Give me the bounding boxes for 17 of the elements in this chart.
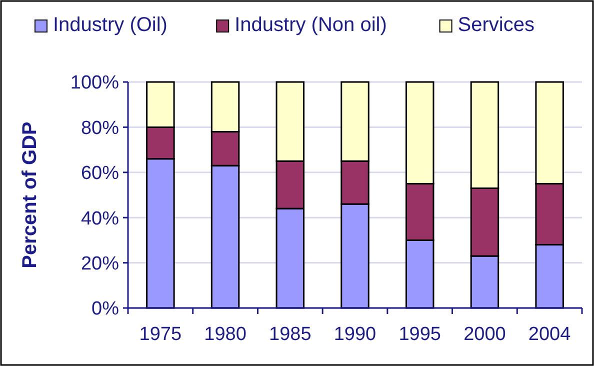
y-axis-title: Percent of GDP <box>19 122 41 268</box>
x-tick-label: 1985 <box>269 324 312 345</box>
x-tick-label: 1980 <box>204 324 246 345</box>
x-tick-label: 2000 <box>464 324 506 345</box>
y-tick-label: 20% <box>80 253 120 274</box>
legend-label: Industry (Oil) <box>53 14 168 36</box>
x-tick-label: 1995 <box>398 324 441 345</box>
y-tick-label: 0% <box>92 298 120 320</box>
x-tick-label: 1975 <box>139 324 182 345</box>
legend-label: Services <box>458 14 535 36</box>
y-tick-label: 80% <box>80 118 120 139</box>
y-tick-label: 100% <box>70 72 120 94</box>
legend-label: Industry (Non oil) <box>234 14 387 36</box>
x-tick-label: 1990 <box>334 324 376 345</box>
y-tick-label: 60% <box>80 163 120 184</box>
x-tick-label: 2004 <box>528 324 572 345</box>
y-tick-label: 40% <box>80 208 120 230</box>
